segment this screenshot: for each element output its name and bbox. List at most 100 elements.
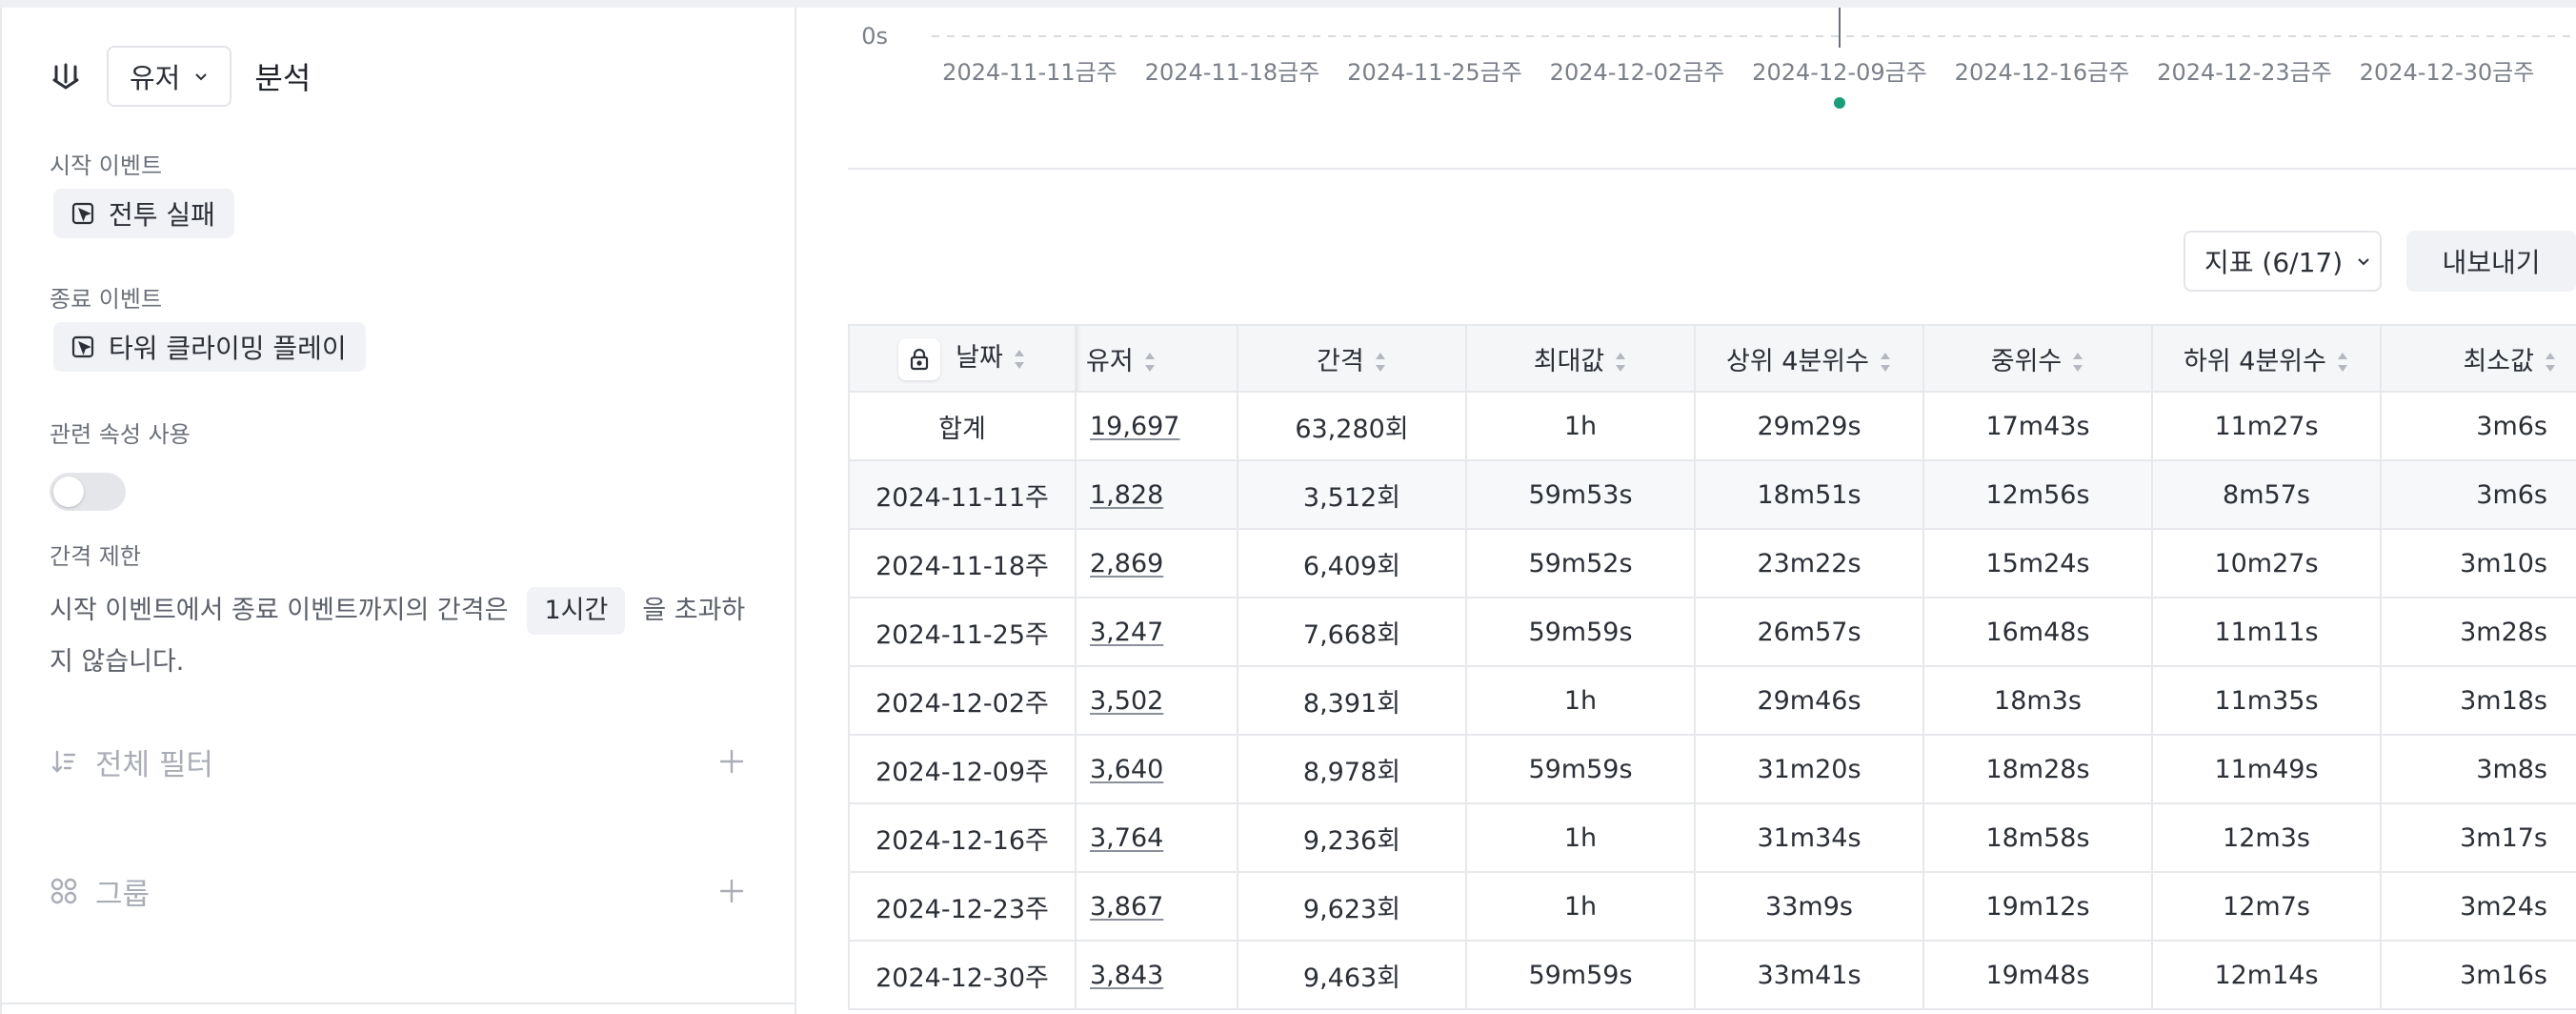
max-cell: 1h [1465,391,1696,461]
add-group-plus-icon[interactable] [718,878,745,904]
user-count-link[interactable]: 3,843 [1090,960,1164,990]
median-cell: 17m43s [1922,391,2153,461]
end-event-chip[interactable]: 타워 클라이밍 플레이 [53,322,366,372]
column-header-label: 간격 [1317,346,1364,376]
table-row: 2024-12-16주 3,764 9,236회 1h 31m34s 18m58s 12m3… [848,802,2576,873]
start-event-chip[interactable]: 전투 실패 [53,189,234,238]
event-icon [71,335,94,358]
user-count-link[interactable]: 3,640 [1090,754,1164,784]
max-cell: 59m53s [1465,459,1696,530]
y-axis-tick-label: 0s [861,23,888,50]
median-cell: 12m56s [1922,459,2153,530]
lower-quartile-cell: 12m3s [2151,802,2382,873]
user-count-link[interactable]: 3,867 [1090,891,1164,922]
min-cell: 3m10s [2380,528,2576,598]
min-cell: 3m16s [2380,940,2576,1010]
x-axis-ticks: 2024-11-11금주 2024-11-18금주 2024-11-25금주 2024… [942,8,2534,109]
interval-count-cell: 6,409회 [1237,528,1467,598]
column-header-user[interactable]: 유저 [1075,324,1238,393]
sort-icon[interactable] [2071,350,2084,375]
user-count-link[interactable]: 3,764 [1090,822,1164,853]
min-cell: 3m28s [2380,597,2576,667]
upper-quartile-cell: 33m41s [1694,940,1924,1010]
x-axis-tick-label: 2024-11-11금주 [942,59,1117,86]
column-header-label: 유저 [1086,346,1134,376]
max-cell: 1h [1465,871,1696,942]
sort-icon[interactable] [2336,350,2349,375]
column-header-date[interactable]: 날짜 [848,324,1077,393]
max-cell: 1h [1465,665,1696,736]
x-axis-tick-label: 2024-11-18금주 [1145,59,1320,86]
median-cell: 16m48s [1922,597,2153,667]
max-cell: 59m59s [1465,940,1696,1010]
max-cell: 59m59s [1465,734,1696,804]
table-row: 2024-12-30주 3,843 9,463회 59m59s 33m41s 19m48s… [848,940,2576,1010]
median-cell: 19m12s [1922,871,2153,942]
column-header-lower-quartile[interactable]: 하위 4분위수 [2151,324,2382,393]
user-count-cell: 3,843 [1075,940,1238,1010]
sort-icon[interactable] [1013,347,1026,372]
x-axis-tick-label: 2024-12-16금주 [1955,59,2130,86]
user-count-link[interactable]: 19,697 [1090,411,1180,441]
user-count-link[interactable]: 3,502 [1090,685,1164,716]
analysis-settings-panel: 유저 분석 시작 이벤트 전투 실패 종료 이벤트 타워 클라이밍 플레이 관련… [0,8,796,1014]
column-header-label: 최대값 [1533,346,1605,376]
interval-limit-description: 시작 이벤트에서 종료 이벤트까지의 간격은 1시간 을 초과하지 않습니다. [50,585,755,688]
global-filter-section[interactable]: 전체 필터 [50,738,745,785]
max-cell: 1h [1465,802,1696,873]
column-header-interval[interactable]: 간격 [1237,324,1467,393]
sort-icon[interactable] [1614,350,1627,375]
column-header-max[interactable]: 최대값 [1465,324,1696,393]
upper-quartile-cell: 26m57s [1694,597,1924,667]
upper-quartile-cell: 29m46s [1694,665,1924,736]
interval-text-before: 시작 이벤트에서 종료 이벤트까지의 간격은 [50,596,509,625]
x-axis-tick-label: 2024-12-23금주 [2157,59,2332,86]
interval-value-chip[interactable]: 1시간 [527,587,626,635]
user-type-select-value: 유저 [130,62,181,94]
export-button[interactable]: 내보내기 [2406,231,2576,292]
end-event-value: 타워 클라이밍 플레이 [109,333,347,364]
interval-count-cell: 63,280회 [1237,391,1467,461]
metrics-select[interactable]: 지표 (6/17) [2184,231,2382,292]
table-body: 합계 19,697 63,280회 1h 29m29s 17m43s 11m27s 3m6s 2… [848,391,2576,1010]
add-filter-plus-icon[interactable] [718,748,745,775]
user-count-link[interactable]: 3,247 [1090,617,1164,647]
lower-quartile-cell: 11m11s [2151,597,2382,667]
user-count-cell: 19,697 [1075,391,1238,461]
user-count-cell: 2,869 [1075,528,1238,598]
x-axis-tick-label: 2024-11-25금주 [1347,59,1522,86]
user-count-cell: 3,867 [1075,871,1238,942]
min-cell: 3m6s [2380,459,2576,530]
column-header-min[interactable]: 최소값 [2380,324,2576,393]
sort-icon[interactable] [2544,350,2557,375]
group-section[interactable]: 그룹 [50,867,745,915]
date-cell: 2024-12-16주 [848,802,1077,873]
user-count-link[interactable]: 2,869 [1090,548,1164,578]
selected-point-marker[interactable] [1834,97,1845,109]
date-cell: 2024-11-18주 [848,528,1077,598]
lower-quartile-cell: 12m14s [2151,940,2382,1010]
sort-icon[interactable] [1374,350,1387,375]
user-count-link[interactable]: 1,828 [1090,479,1164,510]
table-row: 2024-12-09주 3,640 8,978회 59m59s 31m20s 18m28s… [848,734,2576,804]
column-header-label: 하위 4분위수 [2184,346,2326,376]
related-props-toggle[interactable] [50,473,126,511]
x-axis-tick-label: 2024-12-30금주 [2360,59,2535,86]
lower-quartile-cell: 10m27s [2151,528,2382,598]
start-event-value: 전투 실패 [109,199,215,231]
lower-quartile-cell: 11m49s [2151,734,2382,804]
lock-icon[interactable] [898,337,941,380]
x-axis-tick-label: 2024-12-02금주 [1550,59,1725,86]
table-row: 2024-11-11주 1,828 3,512회 59m53s 18m51s 12m56s… [848,459,2576,530]
sort-icon[interactable] [1879,350,1892,375]
table-total-row: 합계 19,697 63,280회 1h 29m29s 17m43s 11m27s 3m6s [848,391,2576,461]
column-header-label: 날짜 [956,343,1003,374]
column-header-median[interactable]: 중위수 [1922,324,2153,393]
user-type-select[interactable]: 유저 [107,46,232,107]
upper-quartile-cell: 33m9s [1694,871,1924,942]
user-count-cell: 3,247 [1075,597,1238,667]
sort-icon[interactable] [1143,350,1157,375]
date-cell: 합계 [848,391,1077,461]
column-header-label: 최소값 [2463,346,2534,376]
column-header-upper-quartile[interactable]: 상위 4분위수 [1694,324,1924,393]
